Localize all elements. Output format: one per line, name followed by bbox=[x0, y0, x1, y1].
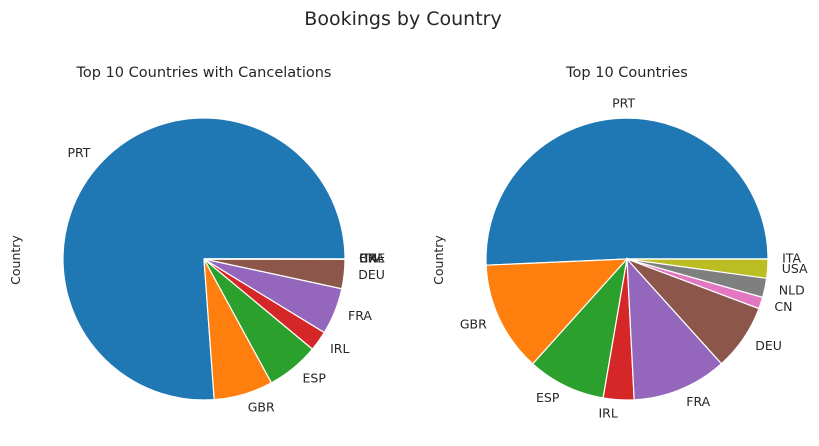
pie-slice-prt bbox=[62, 117, 346, 401]
pie-slice-prt bbox=[485, 117, 769, 266]
slice-label-fra: FRA bbox=[686, 394, 710, 409]
pie-chart-countries: Top 10 Countries Country PRT GBR ESP IRL FRA… bbox=[431, 65, 808, 420]
pie-slice-fra bbox=[626, 257, 723, 401]
slice-label-che: CHE bbox=[359, 251, 385, 266]
slice-label-irl: IRL bbox=[598, 405, 617, 420]
slice-label-nld: NLD bbox=[779, 282, 805, 297]
slice-label-bra: BRA bbox=[359, 251, 385, 266]
slice-label-prt: PRT bbox=[612, 95, 635, 110]
slice-label-cn: CN bbox=[359, 251, 377, 266]
slice-label-deu: DEU bbox=[358, 267, 385, 282]
slice-label-deu: DEU bbox=[755, 338, 782, 353]
slice-label-esp: ESP bbox=[536, 390, 560, 405]
chart-title-cancelations: Top 10 Countries with Cancelations bbox=[76, 65, 332, 81]
pie-slice-esp bbox=[531, 257, 628, 399]
y-axis-label-cancelations: Country bbox=[8, 235, 23, 285]
y-axis-label-countries: Country bbox=[431, 235, 446, 285]
slice-label-prt: PRT bbox=[67, 145, 90, 160]
slice-label-usa: USA bbox=[782, 261, 808, 276]
pie-chart-cancelations: Top 10 Countries with Cancelations Count… bbox=[8, 65, 385, 414]
pie-slice-gbr bbox=[485, 258, 629, 365]
figure-title: Bookings by Country bbox=[304, 8, 501, 30]
slice-label-gbr: GBR bbox=[460, 317, 487, 332]
slice-label-ita: ITA bbox=[782, 251, 801, 266]
slice-label-irl: IRL bbox=[330, 341, 349, 356]
slice-label-gbr: GBR bbox=[248, 399, 275, 414]
slice-label-cn: CN bbox=[774, 299, 792, 314]
slice-label-esp: ESP bbox=[303, 370, 327, 385]
chart-title-countries: Top 10 Countries bbox=[565, 65, 688, 81]
slice-label-ita: ITA bbox=[359, 251, 378, 266]
slice-label-fra: FRA bbox=[348, 308, 372, 323]
